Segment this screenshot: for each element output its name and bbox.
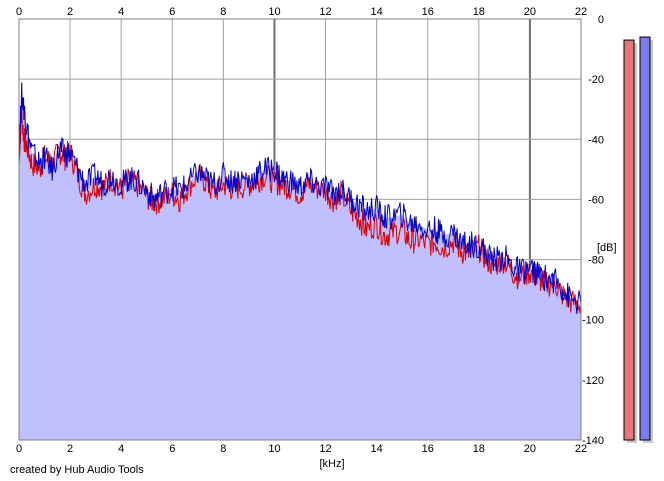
x-tick-label-bottom: 22 <box>575 443 587 455</box>
x-tick-label-top: 16 <box>422 6 434 18</box>
spectrum-area <box>19 94 581 440</box>
x-ticks-top: 0 2 4 6 8 10 12 14 16 18 20 22 <box>16 6 587 18</box>
x-tick-label-top: 22 <box>575 6 587 18</box>
x-tick-label-bottom: 18 <box>473 443 485 455</box>
x-tick-label-top: 0 <box>16 6 22 18</box>
x-tick-label-bottom: 6 <box>169 443 175 455</box>
y-tick-label: 0 <box>598 14 604 26</box>
x-tick-label-bottom: 14 <box>371 443 383 455</box>
x-tick-label-top: 18 <box>473 6 485 18</box>
series-line-2 <box>18 82 582 314</box>
x-tick-label-bottom: 10 <box>268 443 280 455</box>
x-tick-label-bottom: 4 <box>118 443 124 455</box>
y-ticks: 0 -20 -40 -60 -80 -100 -120 -140 <box>582 14 604 447</box>
x-tick-label-top: 20 <box>524 6 536 18</box>
x-tick-label-top: 2 <box>67 6 73 18</box>
x-ticks-bottom: 0 2 4 6 8 10 12 14 16 18 20 22 <box>16 443 587 455</box>
level-meter-2 <box>639 36 651 441</box>
series-lines <box>18 82 582 314</box>
x-tick-label-bottom: 0 <box>16 443 22 455</box>
credit-text: created by Hub Audio Tools <box>10 464 144 476</box>
level-meter-1 <box>623 39 635 441</box>
y-tick-label: -140 <box>582 435 604 447</box>
x-tick-label-bottom: 8 <box>220 443 226 455</box>
plot-frame <box>18 18 582 441</box>
y-tick-label: -80 <box>588 255 604 267</box>
y-axis-label: [dB] <box>597 242 617 254</box>
x-tick-label-top: 10 <box>268 6 280 18</box>
x-tick-label-top: 4 <box>118 6 124 18</box>
x-tick-label-bottom: 20 <box>524 443 536 455</box>
y-tick-label: -100 <box>582 315 604 327</box>
y-tick-label: -60 <box>588 194 604 206</box>
level-meters <box>623 36 653 444</box>
x-tick-label-bottom: 2 <box>67 443 73 455</box>
x-tick-label-top: 14 <box>371 6 383 18</box>
x-tick-label-bottom: 12 <box>319 443 331 455</box>
y-tick-label: -120 <box>582 375 604 387</box>
x-tick-label-top: 12 <box>319 6 331 18</box>
x-axis-label: [kHz] <box>319 458 344 470</box>
spectrum-fill <box>19 94 581 440</box>
x-tick-label-top: 6 <box>169 6 175 18</box>
x-tick-label-top: 8 <box>220 6 226 18</box>
x-tick-label-bottom: 16 <box>422 443 434 455</box>
y-tick-label: -20 <box>588 74 604 86</box>
y-tick-label: -40 <box>588 134 604 146</box>
